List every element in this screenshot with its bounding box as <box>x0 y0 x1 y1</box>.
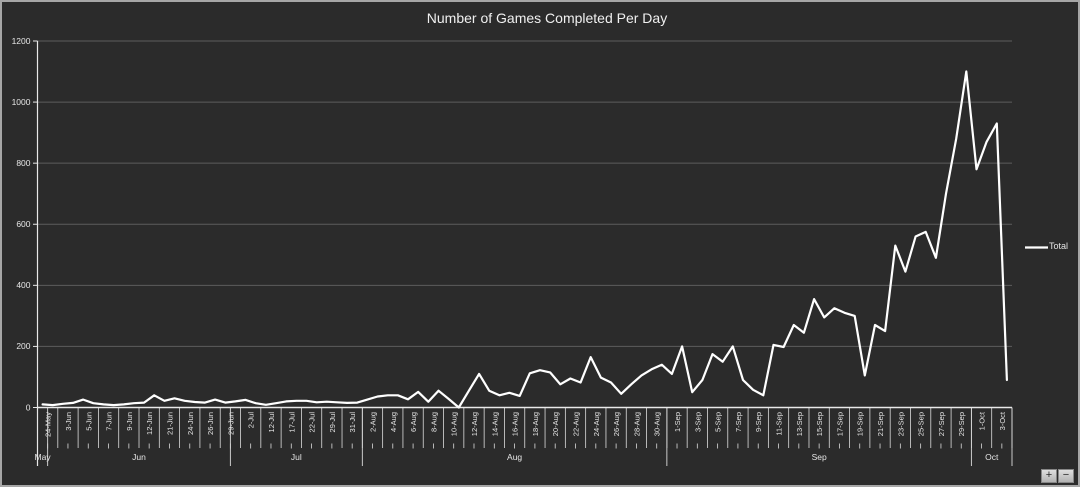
x-tick-label: 16-Aug <box>511 412 520 436</box>
y-axis-label: 800 <box>16 158 30 168</box>
y-axis-label: 1200 <box>12 36 31 46</box>
x-tick-label: 11-Sep <box>775 412 784 436</box>
x-tick-label: 19-Sep <box>856 412 865 436</box>
x-tick-label: 4-Aug <box>389 412 398 432</box>
x-tick-label: 1-Oct <box>978 411 987 430</box>
x-tick-label: 26-Aug <box>612 412 621 436</box>
x-tick-label: 12-Jul <box>267 412 276 433</box>
zoom-controls: + − <box>1041 469 1074 483</box>
x-tick-label: 6-Aug <box>409 412 418 432</box>
x-tick-label: 24-May <box>44 412 53 437</box>
legend-label: Total <box>1049 241 1069 251</box>
x-tick-label: 3-Jun <box>64 412 73 431</box>
x-tick-label: 17-Sep <box>835 412 844 436</box>
zoom-in-button[interactable]: + <box>1041 469 1057 483</box>
month-label: May <box>35 452 52 462</box>
y-axis-label: 1000 <box>12 97 31 107</box>
x-tick-label: 30-Aug <box>653 412 662 436</box>
x-tick-label: 2-Aug <box>368 412 377 432</box>
month-label: Jun <box>132 452 146 462</box>
x-tick-label: 22-Aug <box>572 412 581 436</box>
y-axis-label: 200 <box>16 341 30 351</box>
x-tick-label: 24-Jun <box>186 412 195 435</box>
x-tick-label: 7-Sep <box>734 412 743 432</box>
x-tick-label: 5-Jun <box>84 412 93 431</box>
y-axis-label: 0 <box>26 402 31 412</box>
chart-title: Number of Games Completed Per Day <box>426 10 668 26</box>
month-label: Sep <box>812 452 827 462</box>
x-tick-label: 7-Jun <box>105 412 114 431</box>
x-tick-label: 13-Sep <box>795 412 804 436</box>
x-tick-label: 14-Aug <box>490 412 499 436</box>
x-tick-label: 3-Oct <box>998 411 1007 430</box>
x-tick-label: 28-Aug <box>632 412 641 436</box>
month-label: Aug <box>507 452 522 462</box>
x-tick-label: 24-Aug <box>592 412 601 436</box>
x-tick-label: 10-Aug <box>450 412 459 436</box>
x-tick-label: 3-Sep <box>693 412 702 432</box>
x-tick-label: 2-Jul <box>247 412 256 429</box>
x-tick-label: 9-Jun <box>125 412 134 431</box>
x-tick-label: 29-Jul <box>328 412 337 433</box>
x-tick-label: 29-Sep <box>957 412 966 436</box>
x-tick-label: 18-Aug <box>531 412 540 436</box>
x-tick-label: 12-Aug <box>470 412 479 436</box>
x-tick-label: 21-Sep <box>876 412 885 436</box>
x-tick-label: 9-Sep <box>754 412 763 432</box>
x-tick-label: 20-Aug <box>551 412 560 436</box>
x-tick-label: 1-Sep <box>673 412 682 432</box>
x-tick-label: 15-Sep <box>815 412 824 436</box>
x-tick-label: 25-Sep <box>917 412 926 436</box>
x-tick-label: 27-Sep <box>937 412 946 436</box>
x-tick-label: 21-Jun <box>165 412 174 435</box>
x-tick-label: 12-Jun <box>145 412 154 435</box>
month-label: Jul <box>291 452 302 462</box>
x-tick-label: 8-Aug <box>429 412 438 432</box>
y-axis-label: 600 <box>16 219 30 229</box>
x-tick-label: 17-Jul <box>287 412 296 433</box>
x-tick-label: 23-Sep <box>896 412 905 436</box>
x-tick-label: 5-Sep <box>714 412 723 432</box>
month-label: Oct <box>985 452 999 462</box>
x-tick-label: 26-Jun <box>206 412 215 435</box>
x-tick-label: 31-Jul <box>348 412 357 433</box>
series-line-total <box>41 70 1009 409</box>
x-tick-label: 29-Jun <box>226 412 235 435</box>
zoom-out-button[interactable]: − <box>1058 469 1074 483</box>
x-tick-label: 22-Jul <box>308 412 317 433</box>
y-axis-label: 400 <box>16 280 30 290</box>
